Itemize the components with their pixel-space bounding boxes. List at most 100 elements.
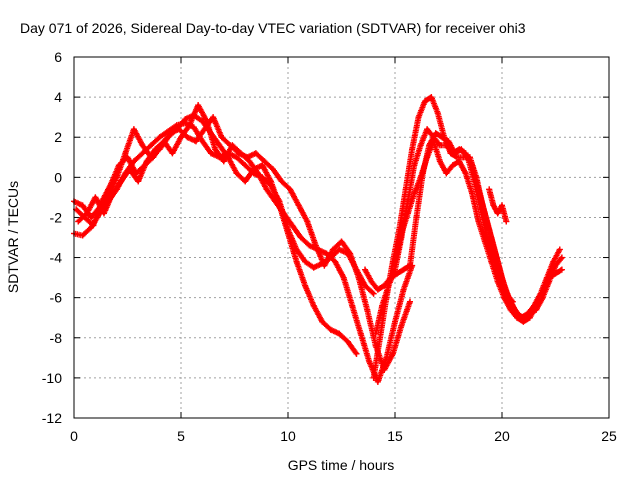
- chart-title: Day 071 of 2026, Sidereal Day-to-day VTE…: [20, 20, 526, 36]
- data-point: [321, 262, 328, 269]
- data-point: [389, 350, 396, 357]
- data-point: [558, 266, 565, 273]
- data-point: [370, 374, 377, 381]
- data-point: [362, 266, 369, 273]
- x-tick-label: 20: [494, 428, 510, 444]
- data-point: [115, 162, 122, 169]
- data-point: [347, 250, 354, 257]
- data-point: [98, 198, 105, 205]
- data-point: [349, 302, 356, 309]
- data-point: [310, 264, 317, 271]
- data-point: [400, 266, 407, 273]
- data-point: [424, 126, 431, 133]
- data-point: [242, 178, 249, 185]
- data-point: [297, 234, 304, 241]
- data-point: [501, 294, 508, 301]
- data-point: [336, 246, 343, 253]
- data-point: [201, 126, 208, 133]
- marker-trail: [75, 102, 416, 385]
- series-track-3: [75, 102, 416, 385]
- data-point: [415, 114, 422, 121]
- data-point: [190, 124, 197, 131]
- series-track-9: [486, 186, 510, 225]
- x-tick-label: 0: [70, 428, 78, 444]
- data-point: [233, 170, 240, 177]
- data-point: [319, 318, 326, 325]
- data-point: [439, 134, 446, 141]
- data-point: [118, 178, 125, 185]
- data-point: [449, 162, 456, 169]
- data-point: [503, 218, 510, 225]
- data-point: [338, 238, 345, 245]
- data-point: [124, 154, 131, 161]
- y-tick-label: 4: [54, 89, 62, 105]
- data-point: [148, 142, 155, 149]
- data-point: [285, 230, 291, 237]
- data-point: [175, 126, 182, 133]
- data-point: [81, 214, 88, 221]
- data-point: [411, 190, 418, 197]
- data-point: [539, 290, 546, 297]
- data-point: [533, 302, 540, 309]
- data-point: [293, 258, 300, 265]
- data-point: [451, 150, 458, 157]
- plot-frame: [73, 56, 610, 419]
- data-point: [195, 102, 202, 109]
- data-point: [496, 278, 503, 285]
- data-point: [267, 178, 274, 185]
- data-point: [158, 142, 165, 149]
- x-tick-label: 15: [387, 428, 403, 444]
- data-point: [340, 274, 347, 281]
- data-point: [357, 330, 364, 337]
- data-point: [406, 298, 413, 305]
- series-track-4: [73, 114, 413, 373]
- data-point: [259, 162, 266, 169]
- data-point: [445, 138, 452, 145]
- series-track-8: [362, 130, 516, 305]
- data-point: [184, 134, 191, 141]
- data-point: [428, 94, 435, 101]
- data-point: [83, 210, 90, 217]
- data-point: [242, 162, 249, 169]
- y-tick-label: -10: [42, 370, 62, 386]
- data-point: [464, 154, 471, 161]
- data-point: [244, 154, 251, 161]
- y-tick-label: -8: [50, 330, 63, 346]
- data-point: [398, 322, 405, 329]
- data-point: [353, 350, 360, 357]
- data-point: [432, 130, 439, 137]
- data-point: [92, 194, 99, 201]
- data-point: [552, 262, 559, 269]
- data-point: [392, 258, 398, 265]
- data-point: [507, 306, 514, 313]
- y-axis-label: SDTVAR / TECUs: [5, 181, 21, 293]
- data-point: [503, 290, 510, 297]
- data-point: [79, 232, 86, 239]
- data-point: [471, 178, 478, 185]
- data-point: [520, 318, 527, 325]
- data-point: [199, 138, 206, 145]
- data-point: [443, 170, 450, 177]
- data-point: [109, 190, 116, 197]
- data-point: [306, 242, 313, 249]
- data-point: [458, 146, 465, 153]
- data-point: [490, 254, 497, 261]
- data-point: [381, 282, 388, 289]
- data-point: [509, 298, 516, 305]
- data-point: [368, 278, 375, 285]
- data-point: [494, 210, 501, 217]
- y-tick-label: -12: [42, 410, 62, 426]
- data-point: [454, 154, 461, 161]
- data-point: [364, 306, 371, 313]
- data-point: [332, 258, 339, 265]
- data-point: [255, 170, 262, 177]
- data-point: [169, 150, 176, 157]
- data-point: [374, 378, 381, 385]
- data-point: [178, 134, 184, 141]
- data-point: [370, 290, 377, 297]
- data-point: [327, 326, 334, 333]
- data-point: [379, 302, 386, 309]
- data-point: [558, 254, 565, 261]
- data-point: [252, 150, 259, 157]
